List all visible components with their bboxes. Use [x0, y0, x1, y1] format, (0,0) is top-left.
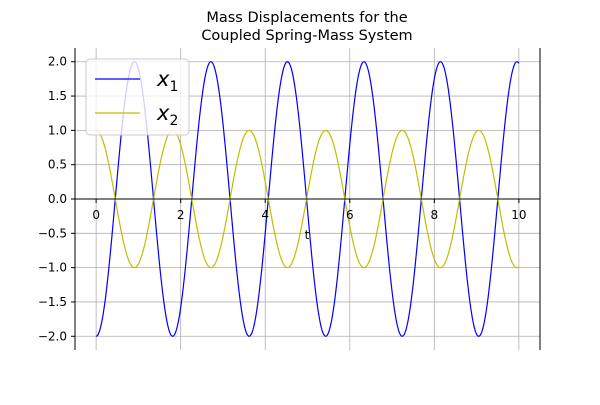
legend-label-x1: x1	[156, 67, 178, 95]
legend-label-x2: x2	[156, 101, 178, 129]
chart-title-line-1: Mass Displacements for the	[206, 10, 407, 26]
x-tick-label-4: 8	[430, 208, 438, 222]
y-tick-label-6: 1.0	[48, 123, 67, 137]
x-axis-label: t	[305, 228, 310, 242]
x-tick-label-0: 0	[92, 208, 100, 222]
y-tick-label-7: 1.5	[48, 89, 67, 103]
tick-labels: −2.0 −1.5 −1.0 −0.5 0.0 0.5 1.0 1.5 2.0 0 2 4 6 8 10 t	[38, 55, 527, 344]
series-line-x1	[95, 61, 520, 337]
legend-label-subscript: 2	[169, 113, 178, 129]
chart-title: Mass Displacements for the Coupled Spring…	[201, 10, 412, 44]
x-tick-label-5: 10	[511, 208, 526, 222]
y-tick-label-2: −1.0	[38, 261, 67, 275]
y-tick-label-8: 2.0	[48, 55, 67, 69]
chart-title-line-2: Coupled Spring-Mass System	[201, 28, 412, 44]
y-tick-label-0: −2.0	[38, 329, 67, 343]
legend-label-base: x	[156, 67, 170, 91]
x-tick-label-2: 4	[261, 208, 269, 222]
series-lines	[95, 61, 520, 337]
x-tick-label-3: 6	[346, 208, 354, 222]
legend-box	[85, 58, 190, 136]
y-tick-label-1: −1.5	[38, 295, 67, 309]
y-tick-label-4: 0.0	[48, 192, 67, 206]
legend-label-base: x	[156, 101, 170, 125]
x-tick-label-1: 2	[177, 208, 185, 222]
y-tick-label-5: 0.5	[48, 158, 67, 172]
series-line-x2	[96, 129, 520, 269]
y-tick-label-3: −0.5	[38, 226, 67, 240]
legend-label-subscript: 1	[169, 79, 178, 95]
